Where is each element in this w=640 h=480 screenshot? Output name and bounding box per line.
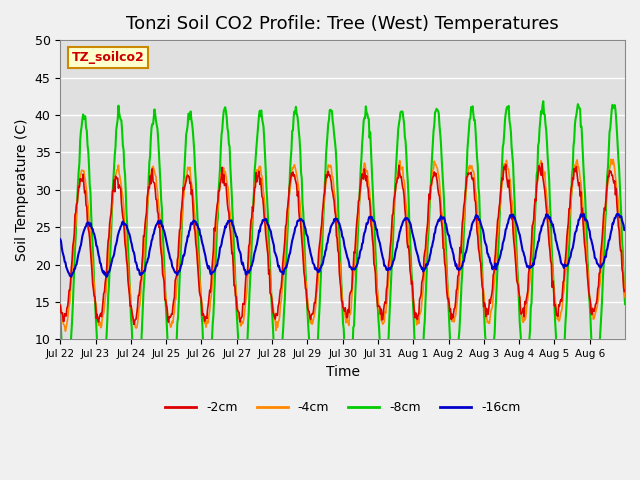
X-axis label: Time: Time bbox=[326, 365, 360, 379]
Text: TZ_soilco2: TZ_soilco2 bbox=[72, 51, 145, 64]
Legend: -2cm, -4cm, -8cm, -16cm: -2cm, -4cm, -8cm, -16cm bbox=[160, 396, 525, 420]
Title: Tonzi Soil CO2 Profile: Tree (West) Temperatures: Tonzi Soil CO2 Profile: Tree (West) Temp… bbox=[126, 15, 559, 33]
Y-axis label: Soil Temperature (C): Soil Temperature (C) bbox=[15, 119, 29, 261]
